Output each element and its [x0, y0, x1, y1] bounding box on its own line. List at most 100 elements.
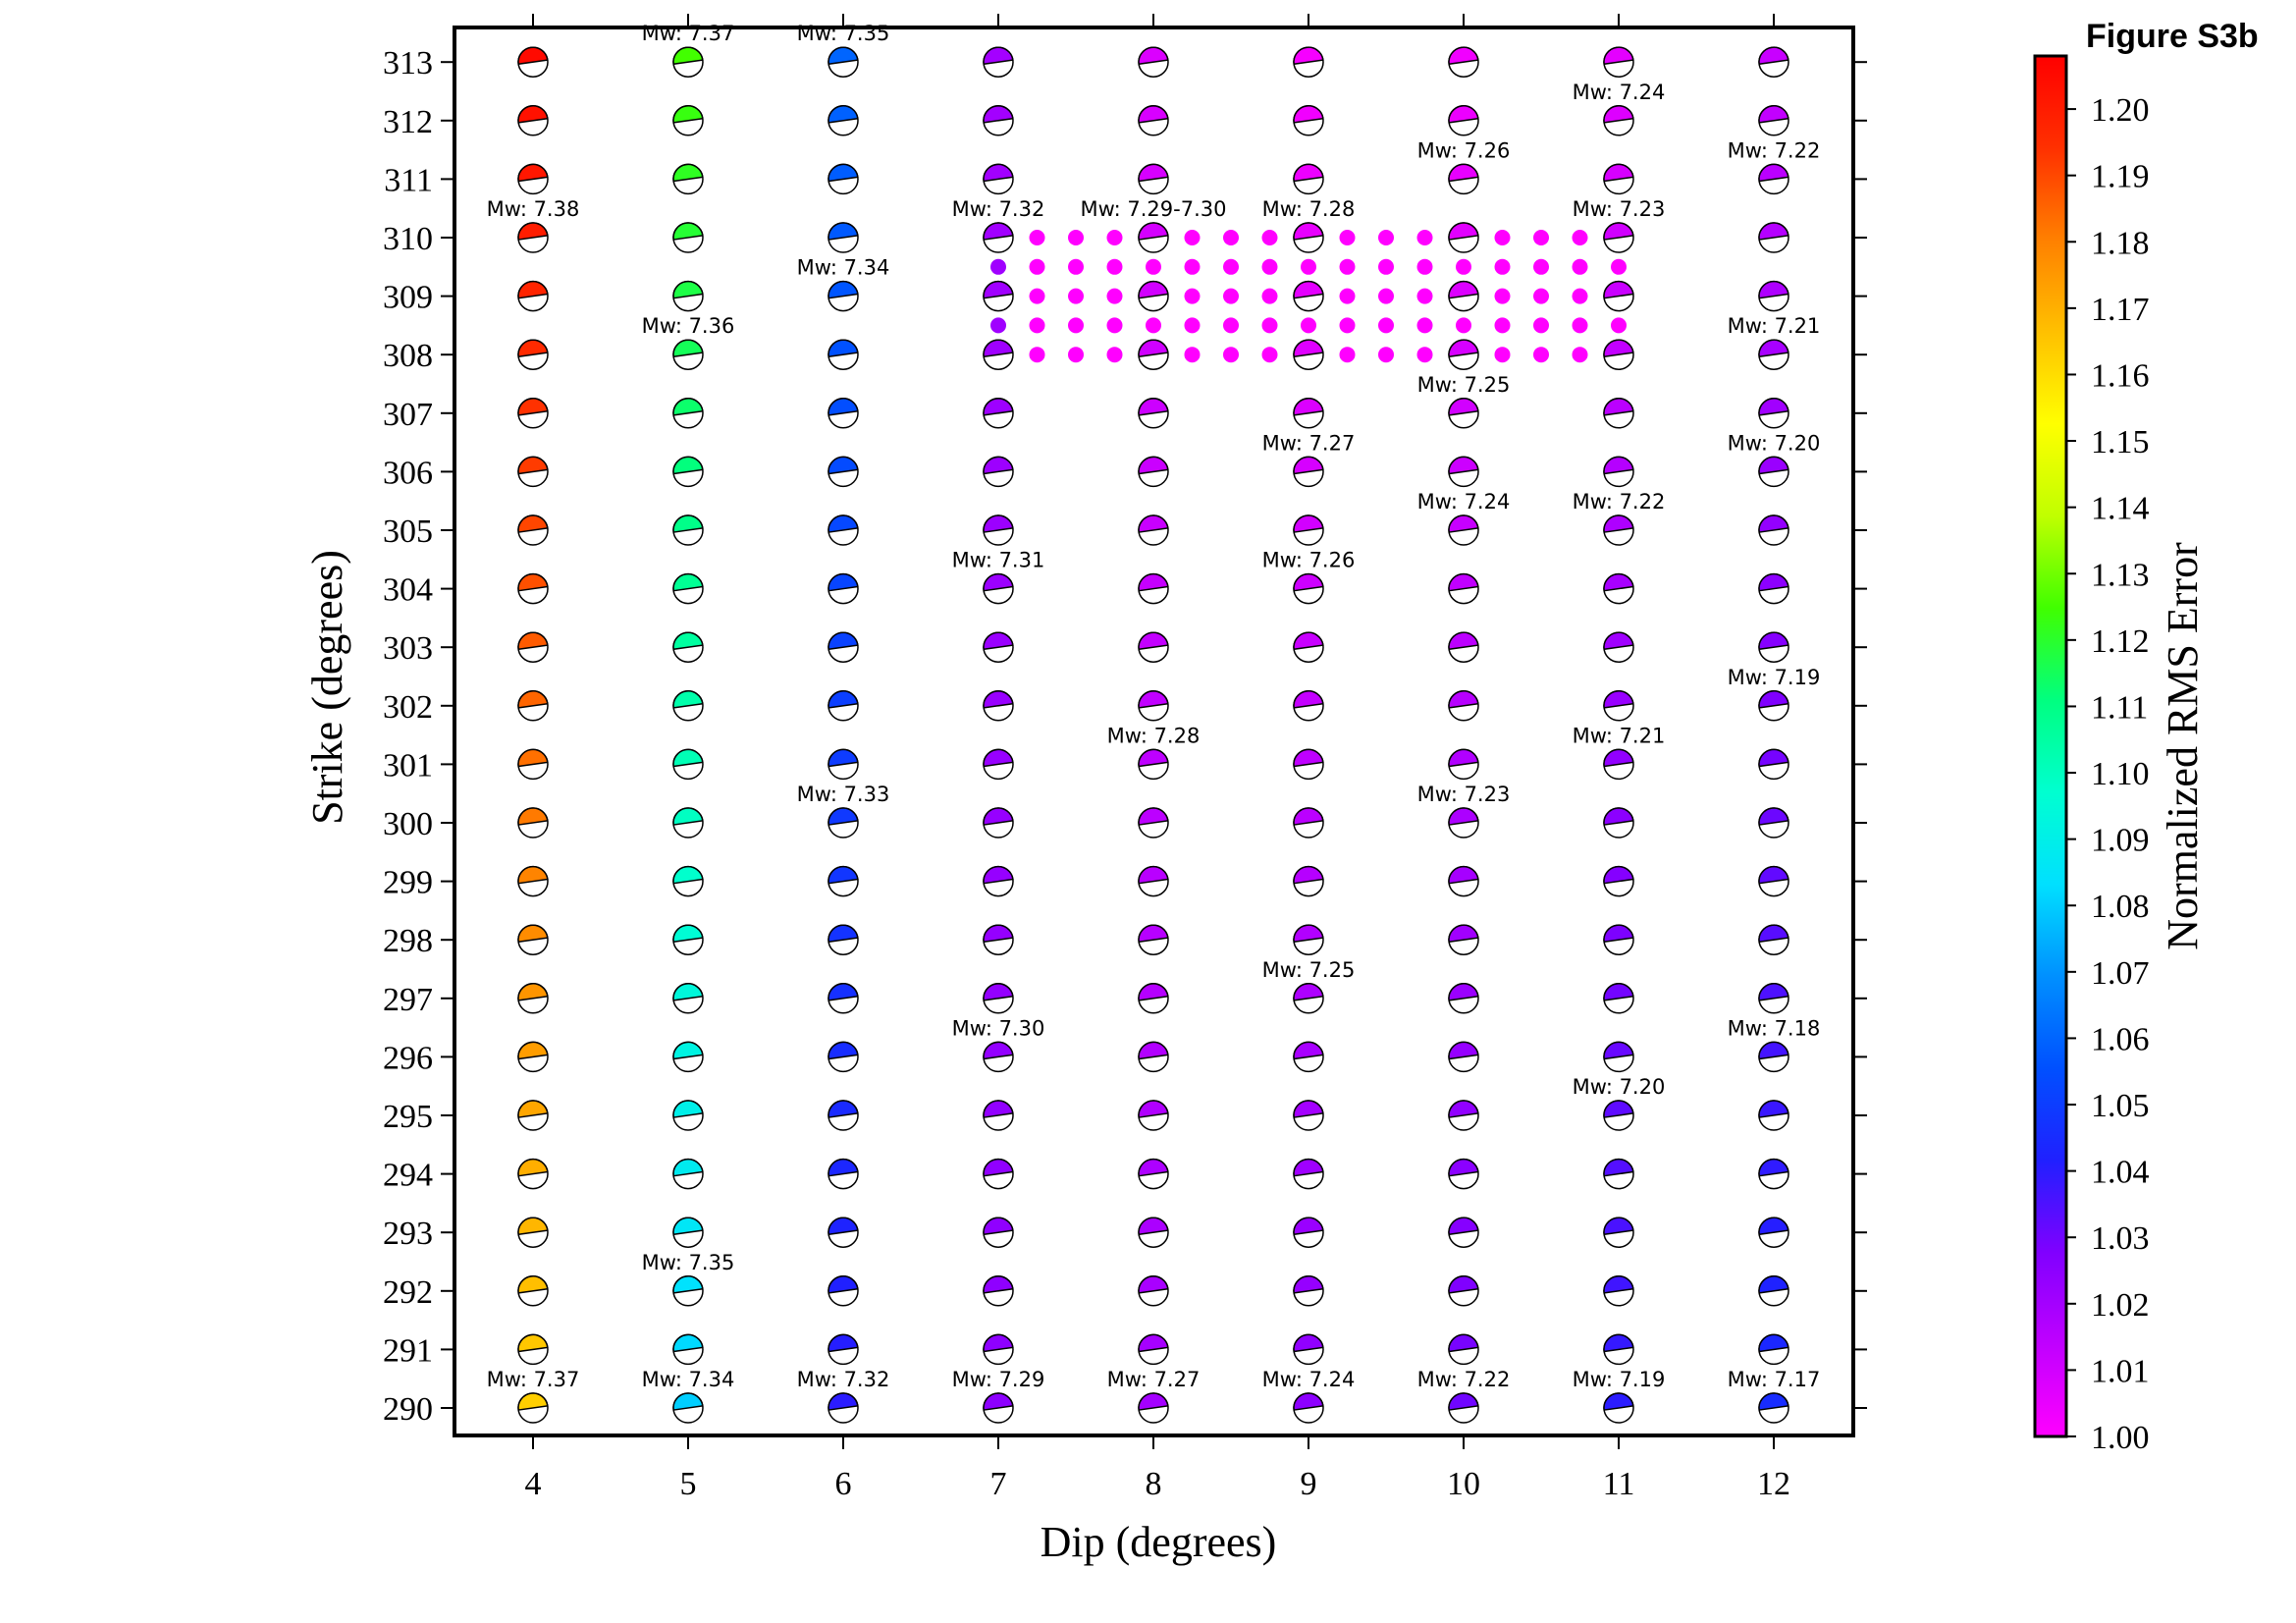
fine-grid-point — [1184, 288, 1201, 304]
fine-grid-point — [1184, 317, 1201, 334]
beachball-marker — [828, 280, 859, 312]
y-tick-label: 297 — [383, 982, 433, 1018]
beachball-marker — [1138, 865, 1169, 897]
beachball-marker — [672, 339, 704, 370]
beachball-marker — [1138, 46, 1169, 78]
y-tick-label: 299 — [383, 865, 433, 901]
x-tick-label: 6 — [835, 1466, 852, 1502]
magnitude-label: Mw: 7.17 — [1728, 1368, 1821, 1391]
fine-grid-point — [1494, 347, 1511, 363]
beachball-marker — [983, 1333, 1014, 1366]
beachball-marker — [1448, 983, 1479, 1014]
beachball-marker — [983, 222, 1014, 253]
colorbar-tick-label: 1.03 — [2091, 1220, 2150, 1257]
fine-grid-point — [1106, 288, 1123, 304]
beachball-marker — [1758, 339, 1789, 370]
x-tick-label: 9 — [1301, 1466, 1317, 1502]
fine-grid-point — [1456, 317, 1471, 334]
fine-grid-point — [1339, 317, 1356, 334]
beachball-marker — [1138, 807, 1169, 839]
fine-grid-point — [1261, 288, 1278, 304]
beachball-marker — [1758, 1333, 1789, 1366]
beachball-marker — [1138, 1392, 1169, 1424]
beachball-marker — [1603, 514, 1634, 546]
fine-grid-point — [1106, 347, 1123, 363]
beachball-marker — [1758, 865, 1789, 897]
beachball-marker — [672, 1392, 704, 1424]
beachball-marker — [1603, 1392, 1634, 1424]
x-tick-label: 4 — [525, 1466, 542, 1502]
beachball-marker — [1138, 339, 1169, 370]
beachball-marker — [1448, 163, 1479, 195]
fine-grid-point — [1106, 317, 1123, 334]
magnitude-label: Mw: 7.36 — [642, 314, 735, 338]
x-tick-label: 11 — [1603, 1466, 1635, 1502]
beachball-marker — [1603, 631, 1634, 663]
beachball-marker — [828, 1158, 859, 1190]
beachball-marker — [672, 1041, 704, 1073]
beachball-marker — [672, 46, 704, 78]
beachball-marker — [672, 280, 704, 312]
fine-grid-point — [1068, 347, 1084, 363]
y-tick-label: 290 — [383, 1391, 433, 1428]
beachball-marker — [672, 807, 704, 839]
colorbar-tick-label: 1.05 — [2091, 1088, 2150, 1124]
magnitude-label: Mw: 7.19 — [1573, 1368, 1666, 1391]
magnitude-label: Mw: 7.24 — [1573, 81, 1666, 104]
beachball-marker — [672, 1275, 704, 1307]
beachball-marker — [828, 456, 859, 488]
beachball-marker — [828, 865, 859, 897]
fine-grid-point — [1533, 288, 1549, 304]
magnitude-label: Mw: 7.25 — [1262, 958, 1356, 982]
fine-grid-point — [1184, 347, 1201, 363]
beachball-marker — [1293, 807, 1324, 839]
annotation-layer: Mw: 7.37 Mw: 7.34 Mw: 7.32 Mw: 7.29 Mw: 7.27… — [487, 22, 1821, 1391]
beachball-marker — [983, 983, 1014, 1014]
beachball-marker — [983, 690, 1014, 722]
fine-grid-point — [1611, 317, 1627, 334]
beachball-marker — [1448, 807, 1479, 839]
y-tick-label: 294 — [383, 1158, 433, 1194]
beachball-marker — [1138, 1100, 1169, 1131]
beachball-marker — [1603, 924, 1634, 955]
beachball-marker — [517, 1041, 549, 1073]
magnitude-label: Mw: 7.22 — [1417, 1368, 1511, 1391]
fine-grid-point — [1029, 347, 1045, 363]
beachball-marker — [672, 631, 704, 663]
beachball-marker — [1758, 105, 1789, 136]
beachball-marker — [1293, 1392, 1324, 1424]
beachball-marker — [517, 748, 549, 781]
beachball-marker — [1138, 514, 1169, 546]
beachball-marker — [1293, 105, 1324, 136]
beachball-marker — [1758, 924, 1789, 955]
beachball-marker — [1448, 514, 1479, 546]
beachball-marker — [828, 339, 859, 370]
fine-grid-point — [1416, 230, 1433, 245]
beachball-marker — [1758, 1100, 1789, 1131]
beachball-marker — [1448, 398, 1479, 429]
beachball-marker — [1448, 105, 1479, 136]
beachball-marker — [1448, 631, 1479, 663]
y-tick-label: 313 — [383, 45, 433, 81]
fine-grid-point — [1494, 317, 1511, 334]
beachball-marker — [983, 865, 1014, 897]
fine-grid-point — [1416, 347, 1433, 363]
beachball-marker — [1603, 456, 1634, 488]
beachball-marker — [1293, 514, 1324, 546]
beachball-marker — [828, 1275, 859, 1307]
beachball-marker — [1758, 280, 1789, 312]
beachball-marker — [983, 339, 1014, 370]
fine-grid-point — [1416, 317, 1433, 334]
x-tick-label: 7 — [990, 1466, 1007, 1502]
y-tick-label: 312 — [383, 104, 433, 140]
fine-grid-point — [1068, 317, 1084, 334]
beachball-marker — [1448, 690, 1479, 722]
magnitude-label: Mw: 7.26 — [1262, 549, 1356, 572]
beachball-marker — [1758, 631, 1789, 663]
beachball-marker — [1293, 1217, 1324, 1248]
colorbar-layer: 1.00 1.01 1.02 1.03 1.04 1.05 1.06 1.07 1.08 1.09… — [2033, 54, 2150, 1456]
fine-grid-point — [1416, 288, 1433, 304]
beachball-marker — [672, 1333, 704, 1366]
beachball-marker — [672, 456, 704, 488]
fine-grid-point — [1184, 258, 1201, 275]
